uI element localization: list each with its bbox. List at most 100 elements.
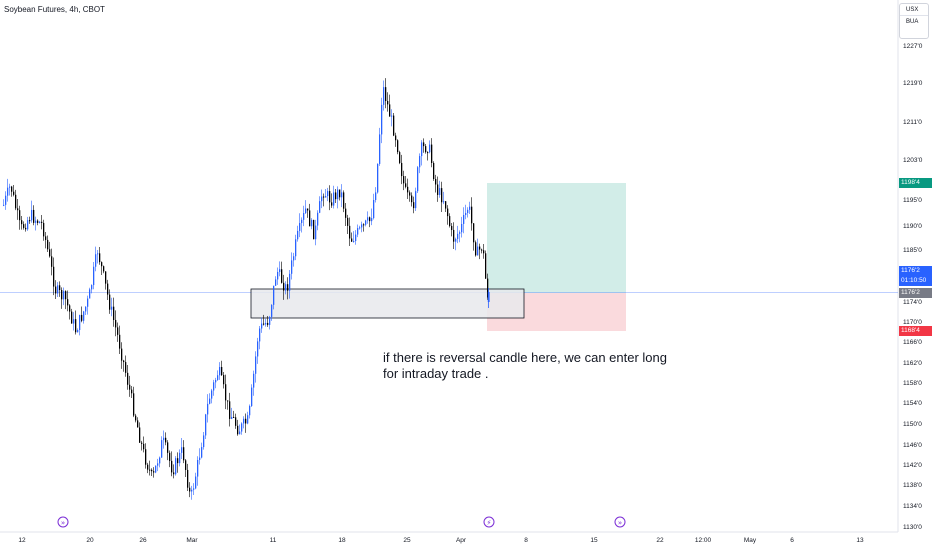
candle-body <box>365 220 367 225</box>
candle-body <box>165 437 167 443</box>
time-axis-label: 20 <box>86 537 94 544</box>
candle-body <box>473 223 475 243</box>
candle-body <box>443 201 445 203</box>
price-tick-label: 1190'0 <box>903 223 922 230</box>
chart-annotation-text[interactable]: if there is reversal candle here, we can… <box>383 350 667 382</box>
candle-body <box>151 469 153 472</box>
candle-body <box>457 233 459 239</box>
candle-body <box>107 283 109 295</box>
candle-body <box>227 400 229 402</box>
candle-body <box>3 204 5 206</box>
candle-body <box>391 115 393 117</box>
candle-body <box>219 367 221 376</box>
candle-body <box>157 463 159 466</box>
candle-body <box>11 186 13 192</box>
candle-body <box>129 384 131 390</box>
candle-body <box>71 311 73 324</box>
stop-price-tag: 1168'4 <box>901 327 920 334</box>
candle-body <box>347 217 349 226</box>
candle-body <box>229 401 231 419</box>
candle-body <box>405 183 407 187</box>
candle-body <box>115 319 117 328</box>
candle-body <box>91 285 93 290</box>
currency-button[interactable]: USX <box>906 7 919 13</box>
candle-body <box>57 285 59 294</box>
candle-body <box>145 449 147 465</box>
current-price-tag: 1176'2 <box>901 267 920 274</box>
candle-body <box>383 87 385 105</box>
time-axis-label: Apr <box>456 537 467 544</box>
dividend-icon <box>614 516 626 528</box>
candle-body <box>329 191 331 203</box>
candle-body <box>361 224 363 228</box>
candle-body <box>249 406 251 416</box>
candle-body <box>407 186 409 193</box>
candle-body <box>205 414 207 436</box>
candle-body <box>47 239 49 250</box>
candle-body <box>381 104 383 135</box>
candle-body <box>223 375 225 385</box>
candle-body <box>311 219 313 227</box>
candle-body <box>281 269 283 283</box>
candle-body <box>19 210 21 221</box>
time-axis-label: 25 <box>403 537 411 544</box>
candle-body <box>301 219 303 224</box>
candle-body <box>483 250 485 254</box>
candle-body <box>315 225 317 240</box>
candle-body <box>147 464 149 470</box>
price-tick-label: 1211'0 <box>903 119 922 126</box>
candle-body <box>481 249 483 251</box>
candle-body <box>105 271 107 284</box>
candle-body <box>267 322 269 325</box>
symbol-title[interactable]: Soybean Futures, 4h, CBOT <box>4 5 105 14</box>
candle-body <box>419 156 421 168</box>
candle-body <box>451 225 453 230</box>
candle-body <box>97 253 99 255</box>
time-axis-label: 8 <box>524 537 528 544</box>
candle-body <box>99 253 101 263</box>
candle-body <box>239 431 241 435</box>
candle-body <box>73 319 75 324</box>
candle-body <box>257 341 259 357</box>
candle-body <box>297 230 299 240</box>
demand-zone-rectangle <box>250 288 525 319</box>
price-tag-background <box>899 276 932 286</box>
candle-body <box>307 208 309 211</box>
candle-body <box>293 256 295 261</box>
candle-body <box>303 213 305 220</box>
candle-body <box>331 202 333 206</box>
candle-body <box>29 220 31 222</box>
candle-body <box>159 457 161 464</box>
candle-body <box>93 266 95 286</box>
candle-body <box>453 229 455 242</box>
candle-body <box>287 284 289 291</box>
candle-body <box>17 208 19 211</box>
candle-body <box>261 323 263 329</box>
candle-body <box>469 206 471 210</box>
time-axis-label: 6 <box>790 537 794 544</box>
candle-body <box>321 196 323 202</box>
candle-body <box>471 206 473 224</box>
candle-body <box>275 279 277 286</box>
candle-body <box>369 217 371 222</box>
time-axis-label: May <box>744 537 757 544</box>
candle-body <box>79 314 81 331</box>
candle-body <box>435 179 437 185</box>
candle-body <box>101 262 103 267</box>
candle-body <box>393 115 395 136</box>
candle-body <box>123 360 125 363</box>
candle-body <box>247 415 249 424</box>
candle-body <box>7 187 9 196</box>
candle-body <box>13 191 15 195</box>
candle-body <box>35 220 37 223</box>
time-axis-label: 13 <box>856 537 864 544</box>
candle-body <box>243 418 245 424</box>
candle-body <box>339 189 341 198</box>
unit-button[interactable]: BUA <box>900 15 928 27</box>
candle-body <box>251 387 253 407</box>
candle-body <box>89 289 91 299</box>
candle-body <box>317 212 319 226</box>
candle-body <box>37 220 39 223</box>
candle-body <box>397 140 399 153</box>
